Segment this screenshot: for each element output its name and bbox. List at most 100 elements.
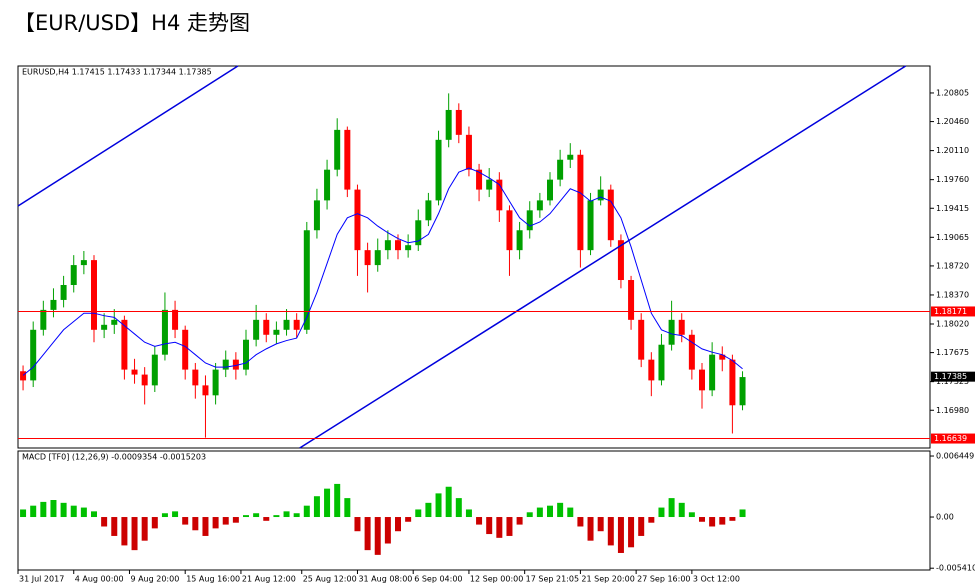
current-price-label: 1.17385 [934, 372, 967, 381]
candle-body [202, 385, 209, 396]
x-tick-label: 9 Aug 20:00 [130, 575, 179, 584]
level-label: 1.16639 [934, 434, 967, 443]
candle-body [395, 240, 401, 251]
macd-bar [374, 517, 381, 555]
y-tick-label: 1.20460 [936, 117, 969, 126]
candle-body [486, 179, 493, 190]
candle-body [567, 154, 574, 160]
macd-bar [628, 517, 635, 548]
x-tick-label: 31 Jul 2017 [19, 575, 64, 584]
candle-body [678, 319, 685, 335]
candle-body [303, 230, 310, 330]
candle-body [192, 369, 199, 386]
macd-bar [182, 517, 189, 525]
candle-body [232, 359, 239, 370]
macd-bar [324, 488, 331, 518]
candle-body [273, 329, 280, 335]
macd-bar [445, 486, 452, 518]
macd-bar [243, 515, 249, 518]
candle-body [374, 250, 381, 266]
candle-body [536, 200, 543, 211]
candle-body [121, 319, 128, 370]
candle-body [719, 354, 726, 360]
macd-bar [344, 498, 351, 518]
macd-y-tick-label: -0.005410 [936, 564, 975, 573]
macd-bar [648, 517, 655, 523]
candle-body [141, 374, 148, 386]
candle-body [263, 319, 270, 335]
candle-body [506, 210, 513, 251]
candle-body [243, 339, 249, 370]
candle-body [354, 189, 361, 251]
candle-body [465, 134, 472, 170]
macd-bar [222, 517, 229, 525]
level-label: 1.18171 [934, 307, 967, 316]
macd-bar [101, 517, 108, 527]
x-tick-label: 15 Aug 16:00 [186, 575, 240, 584]
candle-body [151, 354, 158, 386]
candle-body [628, 280, 635, 320]
macd-bar [496, 517, 503, 538]
level-label-box [931, 306, 975, 317]
candle-body [435, 139, 442, 201]
macd-bar [526, 512, 533, 518]
candle-body [101, 324, 108, 330]
macd-bar [658, 507, 665, 518]
macd-header: MACD [TF0] (12,26,9) -0.0009354 -0.00152… [22, 453, 206, 462]
macd-bar [617, 517, 624, 553]
x-tick-label: 12 Sep 00:00 [470, 575, 523, 584]
macd-bar [567, 507, 574, 518]
price-panel [17, 65, 931, 449]
x-tick-label: 25 Aug 12:00 [303, 575, 357, 584]
macd-bar [607, 517, 614, 546]
macd-bar [638, 517, 645, 536]
macd-bar [40, 501, 47, 518]
x-tick-label: 17 Sep 21:05 [526, 575, 579, 584]
macd-bar [192, 517, 199, 531]
candle-body [253, 319, 260, 340]
macd-bar [30, 505, 37, 518]
y-tick-label: 1.19760 [936, 175, 969, 184]
macd-bar [131, 517, 138, 551]
macd-bar [668, 498, 675, 518]
macd-bar [202, 517, 209, 536]
macd-bar [283, 511, 290, 518]
x-tick-label: 3 Oct 12:00 [693, 575, 740, 584]
candle-body [476, 169, 483, 190]
macd-bar [577, 517, 584, 527]
macd-bar [111, 517, 118, 536]
current-price-box [931, 371, 975, 382]
macd-bar [465, 509, 472, 518]
y-tick-label: 1.18020 [936, 319, 969, 328]
candle-body [293, 319, 300, 330]
macd-bar [516, 517, 523, 525]
price-header: EURUSD,H4 1.17415 1.17433 1.17344 1.1738… [22, 68, 212, 77]
candle-body [70, 265, 77, 285]
candle-body [40, 309, 47, 330]
candle-body [597, 189, 604, 201]
macd-bar [719, 517, 726, 525]
candle-body [425, 200, 432, 221]
candle-body [334, 129, 341, 170]
macd-bar [50, 500, 57, 518]
macd-bar [536, 507, 543, 518]
x-tick-label: 6 Sep 04:00 [414, 575, 462, 584]
macd-bar [121, 517, 128, 546]
trendline [299, 65, 907, 449]
macd-bar [20, 509, 27, 518]
candle-body [709, 354, 716, 391]
candle-body [445, 109, 452, 140]
macd-bar [253, 513, 260, 518]
x-tick-label: 21 Sep 20:00 [581, 575, 634, 584]
candle-body [668, 319, 675, 345]
level-label-box [931, 433, 975, 444]
candle-body [364, 250, 371, 266]
candle-body [50, 299, 57, 310]
macd-bar [293, 513, 300, 518]
macd-bar [476, 517, 483, 525]
candle-body [161, 309, 168, 355]
candle-body [648, 359, 655, 381]
candle-body [577, 154, 584, 251]
candle-body [80, 260, 87, 266]
